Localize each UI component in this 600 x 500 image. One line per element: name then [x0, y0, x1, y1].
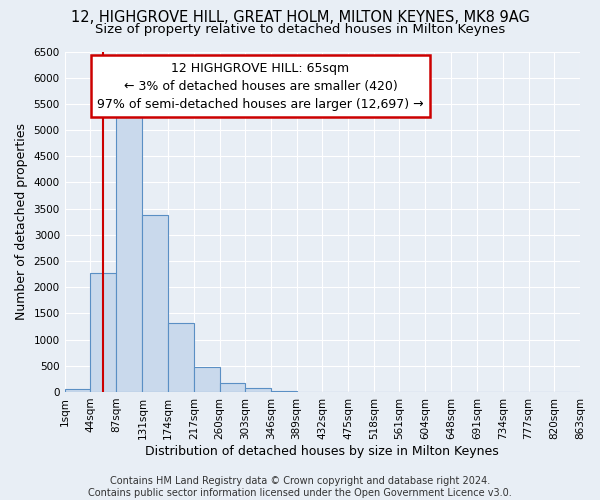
Text: 12, HIGHGROVE HILL, GREAT HOLM, MILTON KEYNES, MK8 9AG: 12, HIGHGROVE HILL, GREAT HOLM, MILTON K…	[71, 10, 529, 25]
Bar	[220, 383, 245, 392]
Bar	[168, 324, 194, 392]
Bar	[65, 390, 91, 392]
Bar	[116, 108, 142, 392]
Bar	[142, 215, 168, 392]
Text: Contains HM Land Registry data © Crown copyright and database right 2024.
Contai: Contains HM Land Registry data © Crown c…	[88, 476, 512, 498]
Bar	[91, 272, 116, 392]
X-axis label: Distribution of detached houses by size in Milton Keynes: Distribution of detached houses by size …	[145, 444, 499, 458]
Bar	[194, 367, 220, 392]
Bar	[271, 391, 296, 392]
Text: Size of property relative to detached houses in Milton Keynes: Size of property relative to detached ho…	[95, 22, 505, 36]
Y-axis label: Number of detached properties: Number of detached properties	[15, 123, 28, 320]
Text: 12 HIGHGROVE HILL: 65sqm
← 3% of detached houses are smaller (420)
97% of semi-d: 12 HIGHGROVE HILL: 65sqm ← 3% of detache…	[97, 62, 424, 110]
Bar	[245, 388, 271, 392]
